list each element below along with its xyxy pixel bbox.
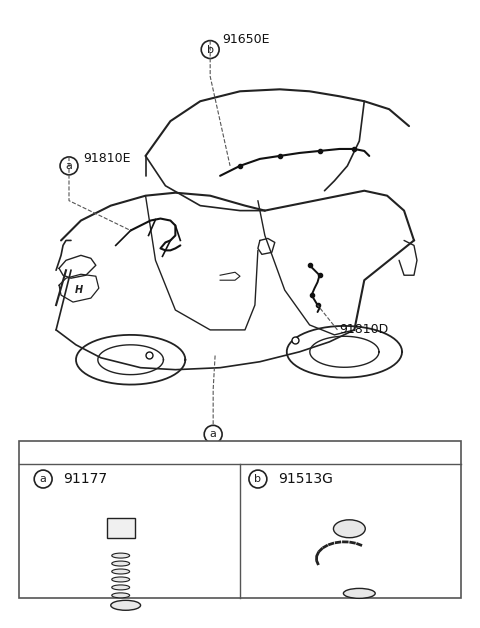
Text: 91810D: 91810D bbox=[339, 323, 389, 337]
Ellipse shape bbox=[112, 569, 130, 574]
Ellipse shape bbox=[334, 520, 365, 538]
Ellipse shape bbox=[343, 588, 375, 598]
Text: 91810E: 91810E bbox=[83, 153, 131, 165]
Text: H: H bbox=[75, 285, 83, 295]
Ellipse shape bbox=[112, 553, 130, 558]
Ellipse shape bbox=[112, 561, 130, 566]
Text: 91513G: 91513G bbox=[278, 472, 333, 486]
Text: a: a bbox=[40, 474, 47, 484]
Text: a: a bbox=[210, 430, 216, 440]
FancyBboxPatch shape bbox=[19, 441, 461, 598]
Text: b: b bbox=[207, 45, 214, 55]
Ellipse shape bbox=[112, 585, 130, 590]
Text: b: b bbox=[254, 474, 262, 484]
Ellipse shape bbox=[112, 593, 130, 598]
FancyBboxPatch shape bbox=[107, 518, 134, 538]
Text: 91177: 91177 bbox=[63, 472, 107, 486]
Text: a: a bbox=[66, 161, 72, 171]
Ellipse shape bbox=[111, 600, 141, 610]
Text: 91650E: 91650E bbox=[222, 33, 270, 46]
Ellipse shape bbox=[112, 577, 130, 582]
